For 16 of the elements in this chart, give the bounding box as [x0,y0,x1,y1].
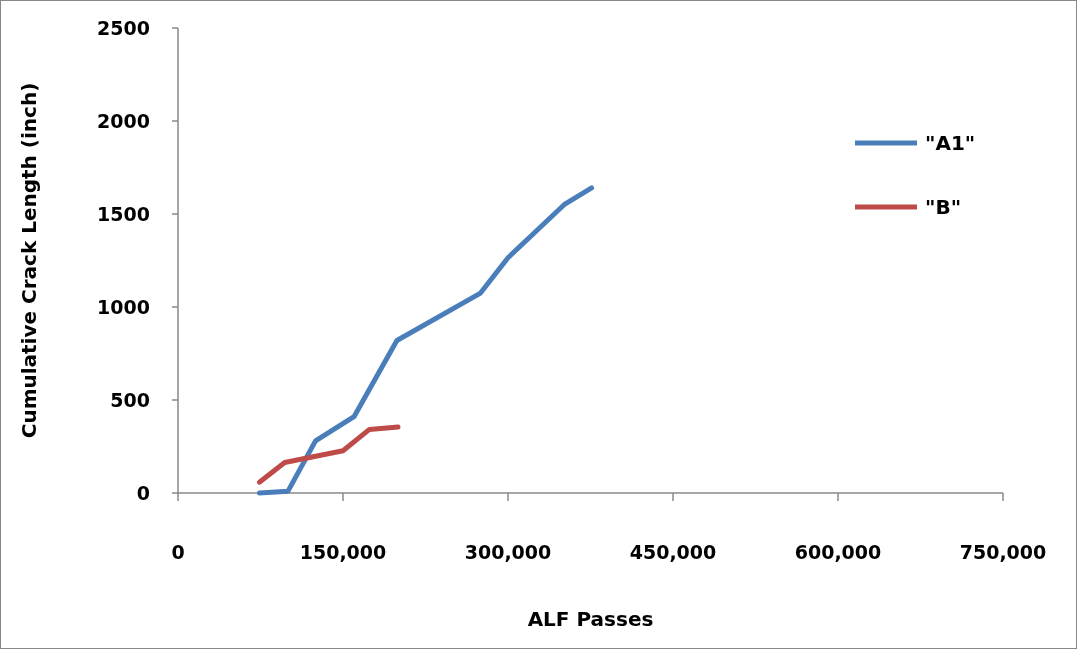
y-tick-label: 1500 [97,202,150,225]
x-tick-label: 300,000 [464,541,552,563]
x-axis-title: ALF Passes [527,607,654,631]
y-tick-label: 500 [110,388,150,411]
legend-label: "A1" [925,131,976,155]
x-tick-label: 150,000 [299,541,387,563]
x-tick-label: 450,000 [629,541,717,563]
legend-label: "B" [925,195,962,219]
y-tick-label: 2500 [97,16,150,39]
x-tick-label: 600,000 [794,541,882,563]
y-axis-title: Cumulative Crack Length (inch) [17,82,41,439]
y-tick-label: 1000 [97,295,150,318]
y-tick-label: 2000 [97,109,150,132]
y-tick-label: 0 [136,481,150,504]
x-tick-label: 750,000 [959,541,1047,563]
x-tick-label: 0 [171,541,185,563]
